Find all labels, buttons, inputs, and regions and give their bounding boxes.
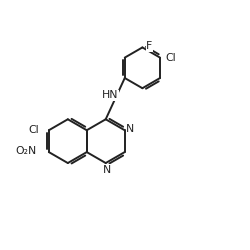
Text: HN: HN [102, 90, 118, 100]
Text: Cl: Cl [165, 53, 176, 63]
Text: N: N [126, 124, 134, 134]
Text: O₂N: O₂N [16, 146, 37, 156]
Text: F: F [146, 42, 152, 51]
Text: Cl: Cl [29, 125, 39, 135]
Text: N: N [102, 164, 111, 174]
